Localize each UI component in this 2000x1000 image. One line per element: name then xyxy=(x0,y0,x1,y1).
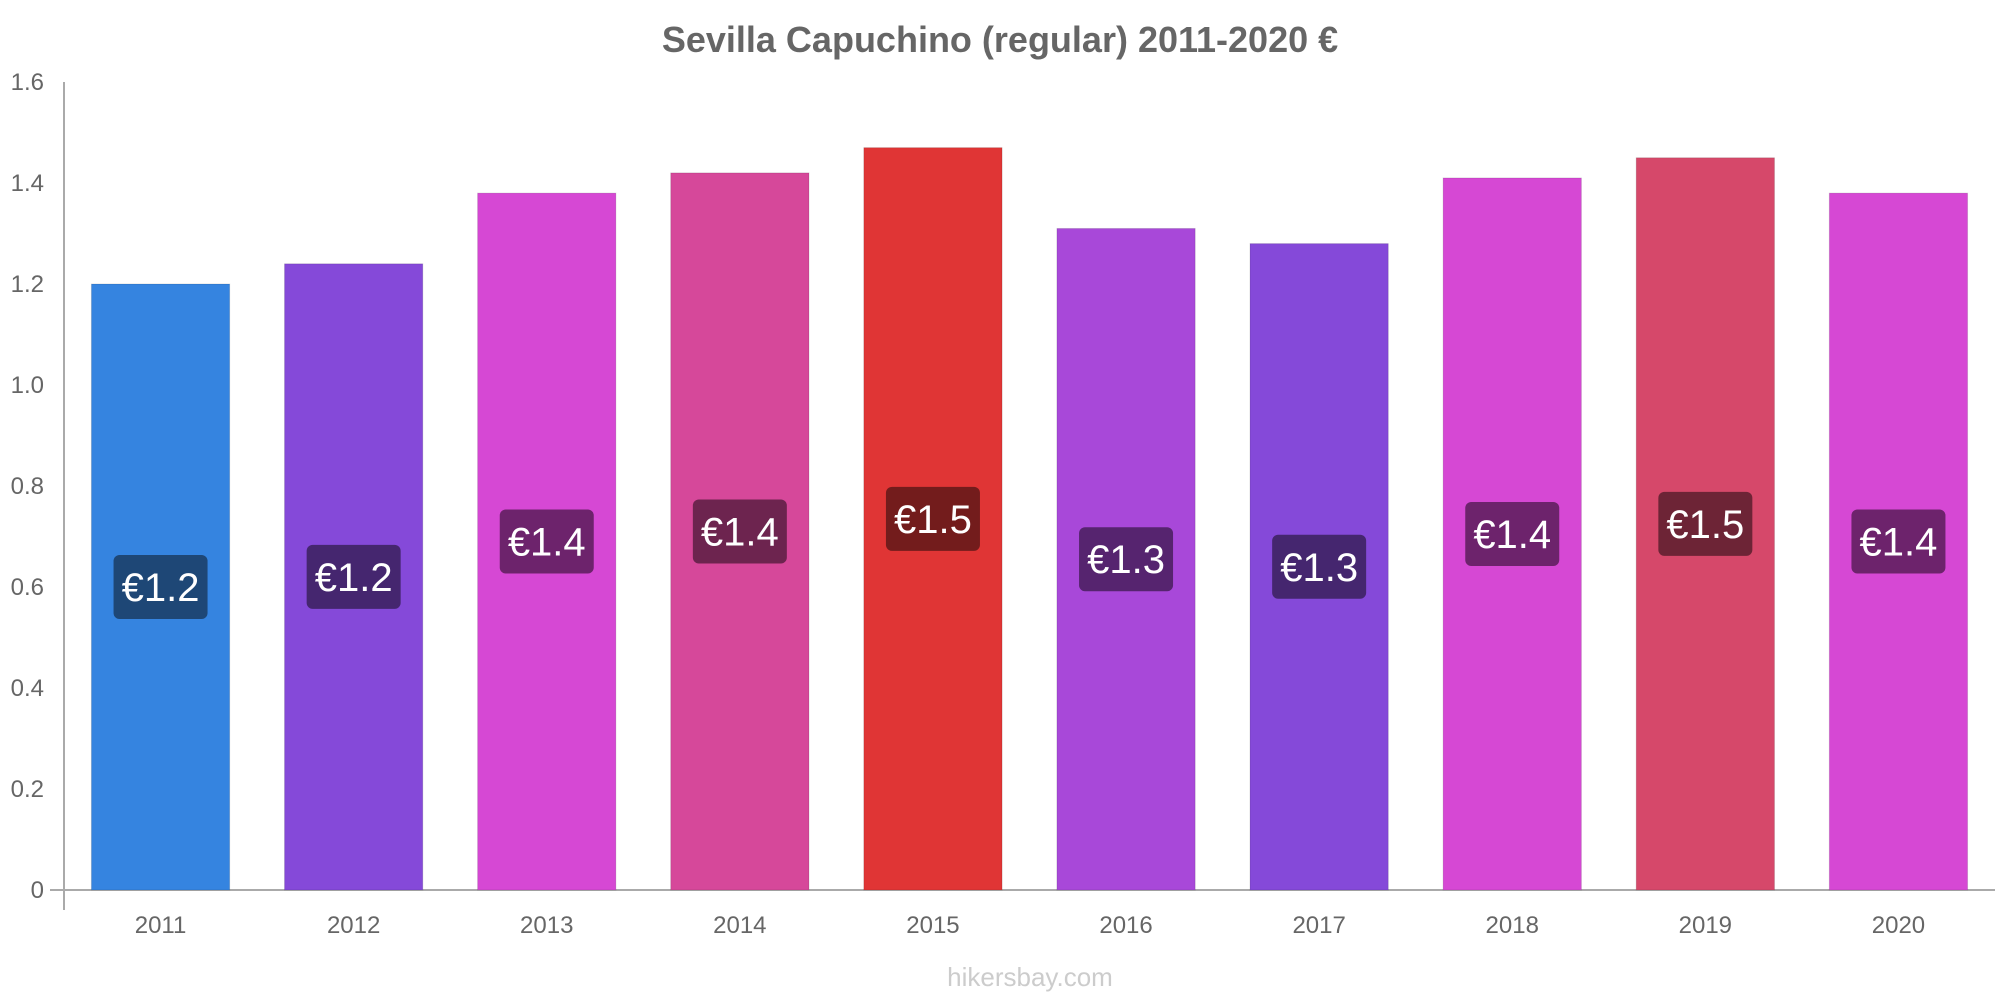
chart-title: Sevilla Capuchino (regular) 2011-2020 € xyxy=(662,19,1338,60)
x-tick-label: 2014 xyxy=(713,912,766,939)
y-tick-label: 0.2 xyxy=(11,776,44,803)
y-tick-label: 0.8 xyxy=(11,473,44,500)
value-label-background xyxy=(692,499,787,564)
x-tick-label: 2012 xyxy=(327,912,380,939)
value-label: €1.4 xyxy=(508,521,586,565)
value-label-background xyxy=(1465,501,1560,566)
value-label: €1.3 xyxy=(1280,546,1358,590)
x-tick-label: 2020 xyxy=(1872,912,1925,939)
bars-group: €1.2 €1.2 €1.4 €1.4 €1.5 €1.3 €1.3 €1.4 €1.5 €1.4 xyxy=(90,147,1969,891)
value-label: €1.4 xyxy=(1473,513,1551,557)
value-label-background xyxy=(1272,534,1367,599)
x-tick-labels: 2011 2012 2013 2014 2015 2016 2017 2018 2019 2020 xyxy=(135,912,1925,939)
value-label-background xyxy=(885,486,980,551)
value-label-background xyxy=(113,555,208,619)
value-label: €1.2 xyxy=(315,556,393,600)
x-tick-label: 2013 xyxy=(520,912,573,939)
value-label-background xyxy=(306,544,401,609)
y-tick-label: 1.0 xyxy=(11,372,44,399)
x-tick-label: 2018 xyxy=(1486,912,1539,939)
value-label: €1.4 xyxy=(701,510,779,554)
value-label-background xyxy=(1851,509,1946,574)
value-label: €1.5 xyxy=(894,498,972,542)
x-tick-label: 2019 xyxy=(1679,912,1732,939)
y-tick-label: 1.6 xyxy=(11,69,44,96)
value-label: €1.2 xyxy=(122,566,200,610)
x-tick-label: 2015 xyxy=(906,912,959,939)
value-label-background xyxy=(1658,491,1753,556)
y-tick-labels: 0 0.2 0.4 0.6 0.8 1.0 1.2 1.4 1.6 xyxy=(11,69,44,904)
watermark: hikersbay.com xyxy=(947,962,1113,992)
value-label-background xyxy=(499,509,594,574)
value-label: €1.3 xyxy=(1087,538,1165,582)
value-label: €1.4 xyxy=(1860,521,1938,565)
value-label: €1.5 xyxy=(1666,503,1744,547)
y-tick-label: 0.6 xyxy=(11,574,44,601)
x-tick-label: 2017 xyxy=(1292,912,1345,939)
y-tick-label: 1.4 xyxy=(11,170,44,197)
y-tick-label: 0.4 xyxy=(11,675,44,702)
x-tick-label: 2016 xyxy=(1099,912,1152,939)
x-tick-label: 2011 xyxy=(135,912,187,939)
value-label-background xyxy=(1079,527,1174,592)
y-tick-label: 1.2 xyxy=(11,271,44,298)
y-tick-label: 0 xyxy=(31,877,44,904)
